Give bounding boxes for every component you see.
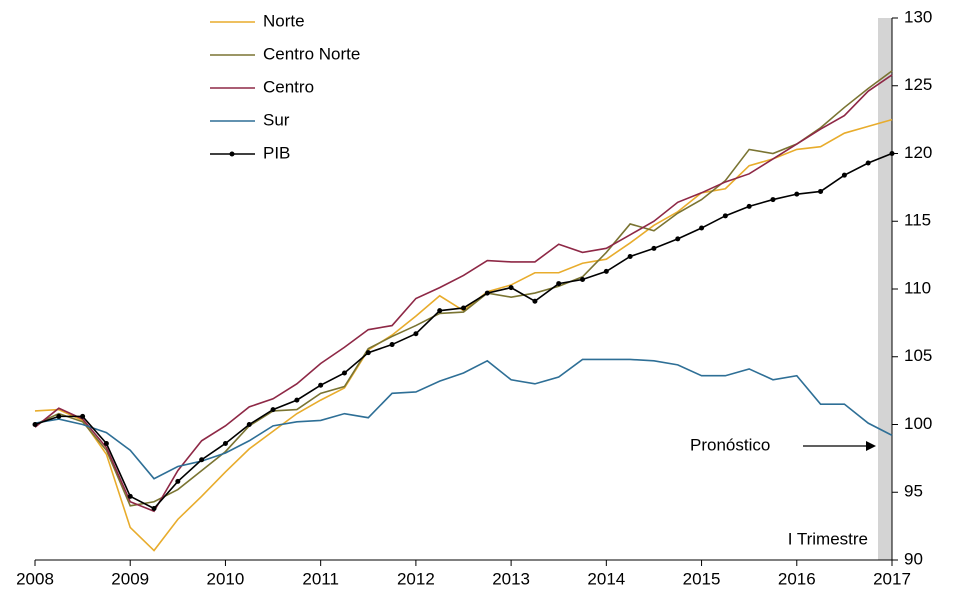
point	[746, 203, 752, 209]
point	[770, 197, 776, 203]
series-line	[34, 70, 893, 507]
point	[413, 331, 419, 337]
x-tick-label: 2009	[111, 569, 149, 588]
point	[199, 457, 205, 463]
x-tick-label: 2010	[207, 569, 245, 588]
point	[722, 213, 728, 219]
point	[818, 188, 824, 194]
legend-marker	[229, 151, 235, 157]
legend-label: PIB	[263, 143, 290, 162]
point	[56, 413, 62, 419]
point	[484, 290, 490, 296]
legend-label: Centro	[263, 77, 314, 96]
y-tick-label: 125	[904, 75, 932, 94]
series-line	[34, 118, 893, 552]
point	[794, 191, 800, 197]
y-tick-label: 110	[904, 278, 931, 297]
series-line	[34, 358, 893, 480]
y-tick-label: 95	[904, 482, 923, 501]
x-tick-label: 2012	[397, 569, 435, 588]
y-tick-label: 130	[904, 7, 932, 26]
point	[508, 285, 514, 291]
point	[270, 407, 276, 413]
x-tick-label: 2015	[683, 569, 721, 588]
legend-label: Centro Norte	[263, 44, 360, 63]
y-tick-label: 115	[904, 211, 931, 230]
x-tick-label: 2014	[587, 569, 625, 588]
point	[461, 305, 466, 311]
point	[699, 225, 705, 231]
point	[532, 298, 538, 304]
point	[222, 440, 228, 446]
forecast-shade	[878, 18, 892, 560]
point	[246, 422, 252, 427]
point	[318, 382, 324, 388]
point	[127, 493, 133, 499]
point	[341, 370, 347, 376]
legend-label: Sur	[263, 110, 290, 129]
point	[675, 236, 681, 242]
y-tick-label: 100	[904, 414, 932, 433]
x-tick-label: 2016	[778, 569, 816, 588]
point	[627, 253, 633, 259]
point	[151, 506, 157, 512]
y-tick-label: 105	[904, 346, 932, 365]
point	[175, 478, 181, 484]
y-tick-label: 120	[904, 143, 932, 162]
point	[580, 277, 586, 283]
legend-label: Norte	[263, 11, 305, 30]
point	[437, 308, 443, 314]
series-line	[34, 74, 893, 513]
point	[389, 342, 395, 348]
point	[294, 397, 300, 403]
point	[80, 413, 86, 419]
point	[365, 350, 371, 356]
y-tick-label: 90	[904, 549, 923, 568]
x-tick-label: 2011	[302, 569, 339, 588]
point	[865, 160, 871, 166]
x-tick-label: 2017	[873, 569, 911, 588]
x-tick-label: 2008	[16, 569, 54, 588]
x-tick-label: 2013	[492, 569, 530, 588]
point	[651, 245, 657, 251]
point	[841, 172, 847, 178]
point	[556, 281, 562, 287]
annotation-quarter: I Trimestre	[788, 529, 868, 548]
point	[603, 268, 609, 274]
point	[889, 151, 895, 156]
point	[103, 440, 109, 446]
annotation-forecast: Pronóstico	[690, 435, 770, 454]
point	[32, 422, 38, 427]
annotation-arrowhead	[866, 441, 876, 451]
